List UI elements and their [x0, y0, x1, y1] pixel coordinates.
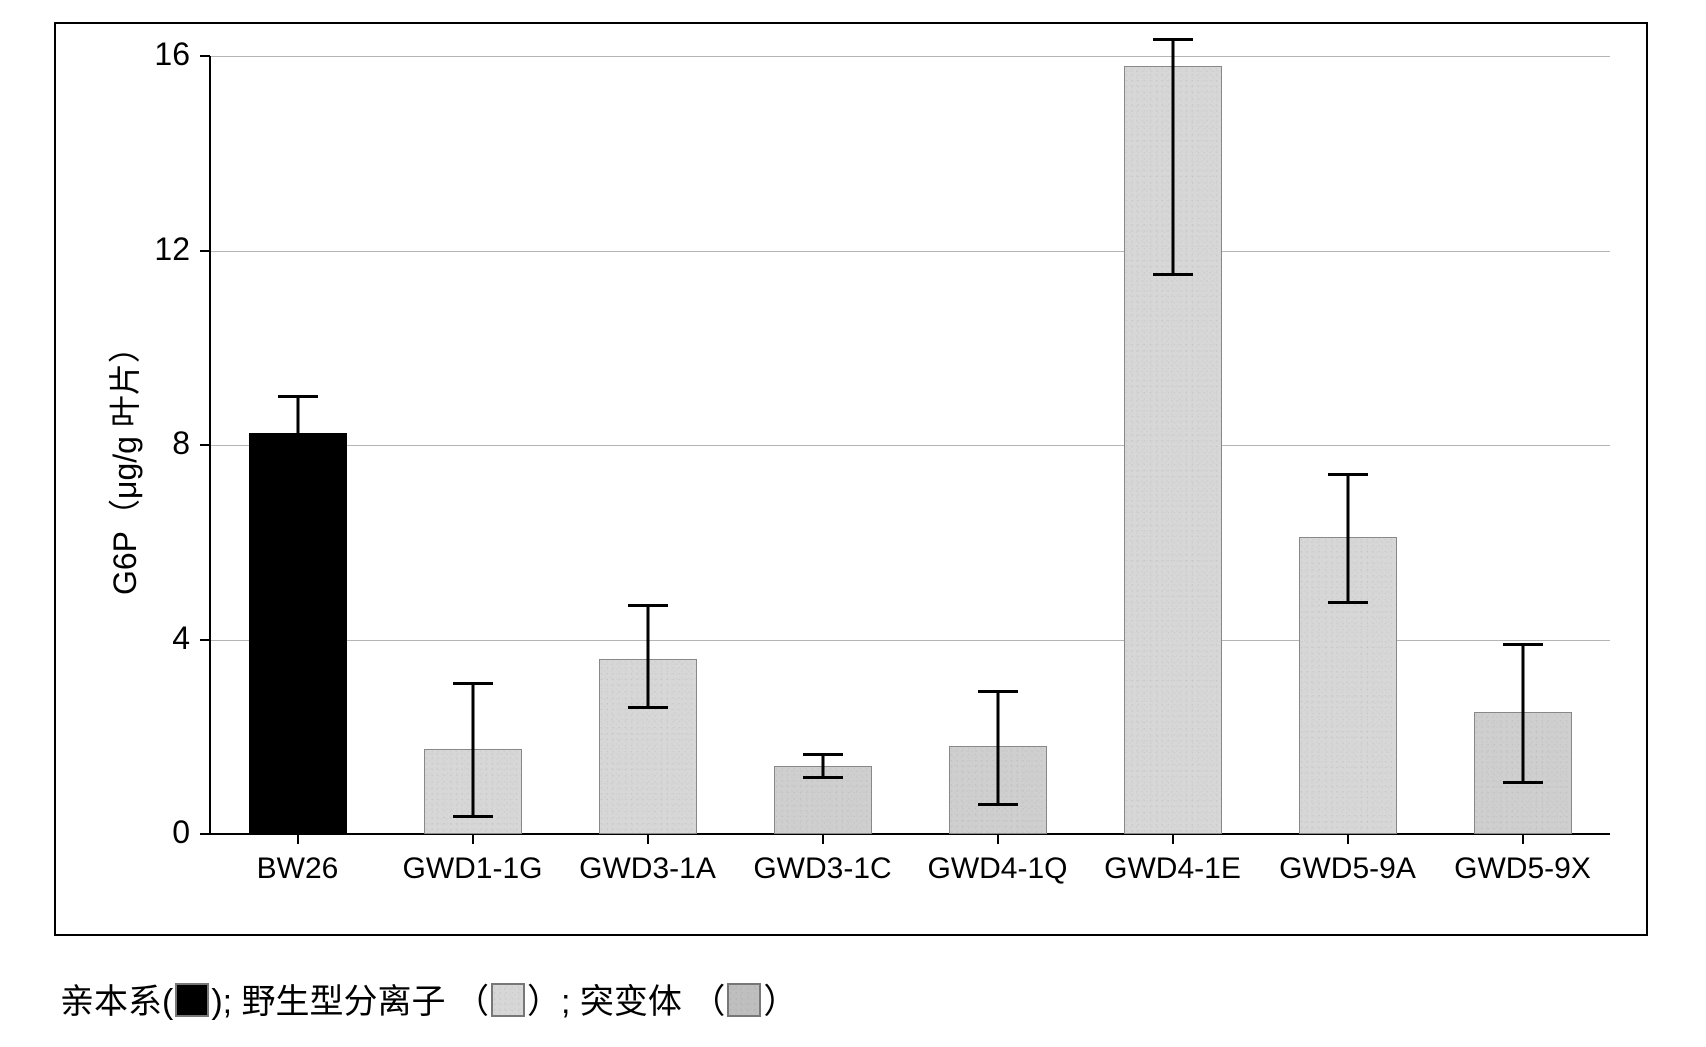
bar	[774, 766, 872, 834]
y-tick-label: 12	[140, 231, 190, 268]
legend-item: 亲本系();	[60, 983, 242, 1021]
gridline	[210, 640, 1610, 641]
legend-item: 突变体 （）	[580, 983, 797, 1021]
y-tick-label: 16	[140, 36, 190, 73]
bar	[424, 749, 522, 834]
y-tick-label: 4	[140, 620, 190, 657]
x-tick-label: GWD5-9X	[1435, 852, 1610, 886]
x-tick-mark	[1522, 834, 1524, 844]
bar	[1124, 66, 1222, 834]
bar	[949, 746, 1047, 834]
x-axis-line	[210, 833, 1610, 835]
bar	[599, 659, 697, 834]
x-tick-mark	[822, 834, 824, 844]
gridline	[210, 445, 1610, 446]
y-tick-label: 0	[140, 814, 190, 851]
legend-swatch	[491, 983, 525, 1017]
x-tick-label: BW26	[210, 852, 385, 886]
x-tick-label: GWD3-1A	[560, 852, 735, 886]
plot-area	[210, 56, 1610, 834]
x-tick-label: GWD5-9A	[1260, 852, 1435, 886]
gridline	[210, 251, 1610, 252]
x-tick-label: GWD1-1G	[385, 852, 560, 886]
legend: 亲本系(); 野生型分离子 （）; 突变体 （）	[60, 974, 797, 1023]
bar	[1299, 537, 1397, 834]
x-tick-mark	[472, 834, 474, 844]
page: 0481216G6P（μg/g 叶片）BW26GWD1-1GGWD3-1AGWD…	[0, 0, 1706, 1047]
y-tick-label: 8	[140, 425, 190, 462]
x-tick-mark	[1347, 834, 1349, 844]
y-axis-line	[209, 56, 211, 834]
bar	[1474, 712, 1572, 834]
x-tick-mark	[997, 834, 999, 844]
x-tick-mark	[297, 834, 299, 844]
gridline	[210, 56, 1610, 57]
x-tick-mark	[647, 834, 649, 844]
legend-swatch	[175, 983, 209, 1017]
y-axis-title: G6P（μg/g 叶片）	[100, 331, 146, 595]
x-tick-label: GWD4-1E	[1085, 852, 1260, 886]
legend-item: 野生型分离子 （）;	[242, 983, 580, 1021]
x-tick-label: GWD3-1C	[735, 852, 910, 886]
x-tick-mark	[1172, 834, 1174, 844]
legend-swatch	[727, 983, 761, 1017]
bar	[249, 433, 347, 834]
x-tick-label: GWD4-1Q	[910, 852, 1085, 886]
